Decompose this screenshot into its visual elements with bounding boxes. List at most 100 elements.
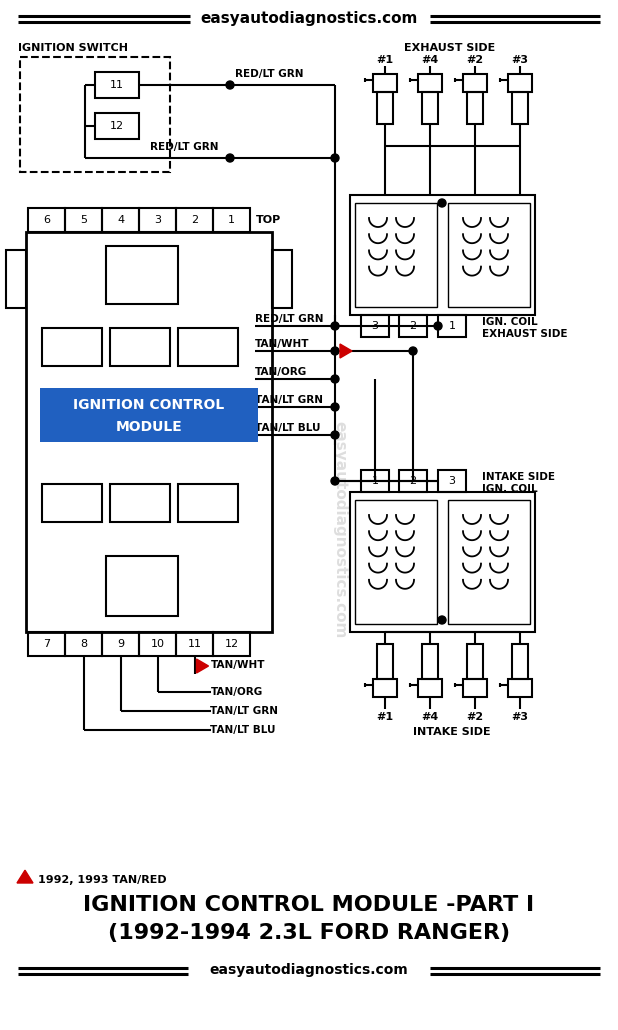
Text: 1: 1 [371,476,378,486]
Text: EXHAUST SIDE: EXHAUST SIDE [404,43,496,53]
Bar [102,208,139,232]
Text: TAN/ORG: TAN/ORG [211,687,263,697]
Bar [463,679,487,697]
Bar [361,470,389,492]
Text: IGNITION SWITCH: IGNITION SWITCH [18,43,128,53]
Text: #4: #4 [421,712,439,722]
Bar [28,208,65,232]
Bar [377,92,393,124]
Text: 12: 12 [224,639,239,649]
Text: 1: 1 [228,215,235,225]
Text: 3: 3 [449,476,455,486]
Circle shape [438,616,446,624]
Circle shape [331,154,339,162]
Circle shape [331,347,339,355]
Text: TOP: TOP [256,215,281,225]
Bar [178,328,238,366]
Bar [373,74,397,92]
Text: #1: #1 [376,55,394,65]
Bar [42,484,102,522]
Bar [110,484,170,522]
Text: #1: #1 [376,712,394,722]
Polygon shape [340,344,352,358]
Circle shape [226,154,234,162]
Text: INTAKE SIDE: INTAKE SIDE [413,727,491,737]
Bar [448,203,530,307]
Bar [512,644,528,679]
Circle shape [331,322,339,330]
Bar [508,74,532,92]
Bar [176,208,213,232]
Text: #2: #2 [467,712,483,722]
Text: TAN/WHT: TAN/WHT [211,660,265,670]
Bar [95,72,139,98]
Bar [40,388,258,442]
Text: TAN/ORG: TAN/ORG [255,367,307,377]
Bar [350,492,535,632]
Bar [139,208,176,232]
Bar [508,679,532,697]
Bar [399,315,427,337]
Bar [467,644,483,679]
Text: IGNITION CONTROL: IGNITION CONTROL [74,398,224,412]
Circle shape [331,403,339,411]
Text: IGNITION CONTROL MODULE -PART I: IGNITION CONTROL MODULE -PART I [83,895,535,915]
Text: #4: #4 [421,55,439,65]
Text: 4: 4 [117,215,124,225]
Text: easyautodiagnostics.com: easyautodiagnostics.com [332,421,347,639]
Circle shape [226,81,234,89]
Text: RED/LT GRN: RED/LT GRN [255,314,323,324]
Bar [106,556,178,616]
Bar [355,203,437,307]
Bar [422,644,438,679]
Text: 2: 2 [191,215,198,225]
Text: TAN/LT GRN: TAN/LT GRN [255,394,323,405]
Text: 3: 3 [154,215,161,225]
Text: 3: 3 [371,321,378,331]
Bar [176,632,213,656]
Text: 5: 5 [80,215,87,225]
Bar [65,208,102,232]
Text: #3: #3 [512,55,528,65]
Text: TAN/LT BLU: TAN/LT BLU [211,725,276,735]
Bar [438,470,466,492]
Text: MODULE: MODULE [116,420,182,434]
Bar [42,328,102,366]
Text: (1992-1994 2.3L FORD RANGER): (1992-1994 2.3L FORD RANGER) [108,923,510,943]
Bar [355,500,437,624]
Bar [512,92,528,124]
Text: easyautodiagnostics.com: easyautodiagnostics.com [200,11,418,26]
Circle shape [434,322,442,330]
Bar [102,632,139,656]
Bar [213,208,250,232]
Text: 9: 9 [117,639,124,649]
Polygon shape [197,659,208,673]
Text: 8: 8 [80,639,87,649]
Text: 12: 12 [110,121,124,131]
Circle shape [409,347,417,355]
Text: 2: 2 [410,476,417,486]
Bar [350,195,535,315]
Text: 11: 11 [187,639,201,649]
Circle shape [331,375,339,383]
Bar [448,500,530,624]
Text: #2: #2 [467,55,483,65]
Bar [106,246,178,304]
Bar [399,470,427,492]
Bar [110,328,170,366]
Text: EXHAUST SIDE: EXHAUST SIDE [482,329,567,339]
Bar [28,632,65,656]
Text: RED/LT GRN: RED/LT GRN [150,142,219,152]
Bar [213,632,250,656]
Text: 10: 10 [151,639,164,649]
Bar [26,232,272,632]
Bar [20,57,170,172]
Circle shape [438,199,446,207]
Text: 1992, 1993 TAN/RED: 1992, 1993 TAN/RED [38,876,167,885]
Text: 6: 6 [43,215,50,225]
Text: TAN/WHT: TAN/WHT [255,339,310,349]
Bar [418,74,442,92]
Bar [6,250,26,308]
Bar [361,315,389,337]
Text: INTAKE SIDE: INTAKE SIDE [482,472,555,482]
